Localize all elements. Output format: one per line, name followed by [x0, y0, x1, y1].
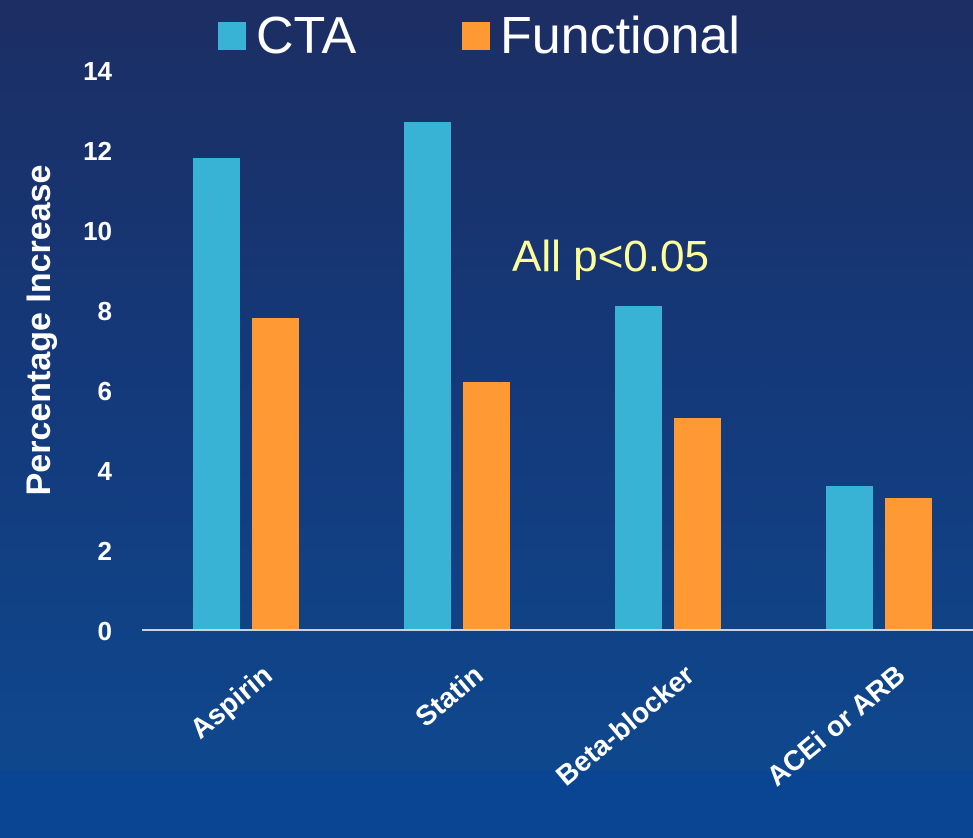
- y-tick-label: 6: [98, 376, 112, 406]
- bar-cta-aspirin: [193, 158, 240, 630]
- x-tick-label: Aspirin: [184, 659, 278, 745]
- footer-band: [0, 770, 973, 838]
- legend-label-cta: CTA: [256, 7, 357, 65]
- bar-functional-acei-or-arb: [885, 498, 932, 630]
- y-tick-label: 12: [83, 136, 112, 166]
- legend-item-functional: Functional: [462, 7, 740, 65]
- x-tick-label: Beta-blocker: [550, 659, 700, 792]
- y-tick-label: 4: [98, 456, 113, 486]
- bar-functional-beta-blocker: [674, 418, 721, 630]
- bar-cta-beta-blocker: [615, 306, 662, 630]
- bar-functional-statin: [463, 382, 510, 630]
- legend-swatch-cta: [218, 22, 246, 50]
- y-tick-label: 14: [83, 56, 112, 86]
- x-tick-label: Statin: [409, 659, 489, 733]
- bar-cta-statin: [404, 122, 451, 630]
- x-tick-label: ACEi or ARB: [761, 659, 911, 792]
- y-tick-label: 0: [98, 616, 112, 646]
- y-tick-label: 8: [98, 296, 112, 326]
- y-tick-label: 10: [83, 216, 112, 246]
- y-axis-title: Percentage Increase: [20, 165, 58, 496]
- significance-annotation: All p<0.05: [512, 232, 709, 281]
- legend-item-cta: CTA: [218, 7, 357, 65]
- y-tick-label: 2: [98, 536, 112, 566]
- bar-functional-aspirin: [252, 318, 299, 630]
- bar-cta-acei-or-arb: [826, 486, 873, 630]
- legend-swatch-functional: [462, 22, 490, 50]
- legend-label-functional: Functional: [500, 7, 740, 65]
